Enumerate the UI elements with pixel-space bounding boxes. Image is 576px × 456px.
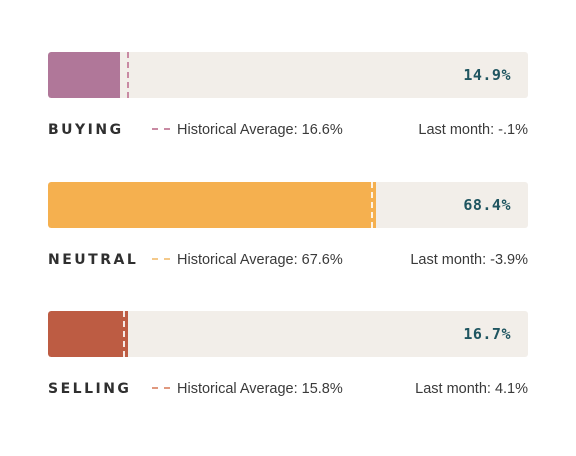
last-month-neutral: Last month: -3.9% (410, 252, 528, 268)
legend-avg-neutral: Historical Average: 67.6% (152, 250, 343, 270)
value-label-selling: 16.7% (463, 325, 511, 343)
avg-text-selling: Historical Average: 15.8% (177, 381, 343, 397)
bar-selling (48, 311, 129, 357)
avg-marker-buying (126, 52, 129, 98)
category-label-buying: BUYING (48, 122, 124, 138)
legend-dash-icon (152, 258, 170, 261)
legend-avg-selling: Historical Average: 15.8% (152, 379, 343, 399)
last-month-buying: Last month: -.1% (418, 122, 528, 138)
legend-dash-icon (152, 128, 170, 131)
bar-buying (48, 52, 120, 98)
row-buying: 14.9% BUYING Historical Average: 16.6% L… (48, 52, 528, 162)
bar-track: 16.7% (48, 311, 528, 357)
last-month-selling: Last month: 4.1% (415, 381, 528, 397)
legend-avg-buying: Historical Average: 16.6% (152, 120, 343, 140)
row-neutral: 68.4% NEUTRAL Historical Average: 67.6% … (48, 182, 528, 292)
bar-track: 14.9% (48, 52, 528, 98)
bar-track: 68.4% (48, 182, 528, 228)
value-label-neutral: 68.4% (463, 196, 511, 214)
avg-text-neutral: Historical Average: 67.6% (177, 252, 343, 268)
row-selling: 16.7% SELLING Historical Average: 15.8% … (48, 311, 528, 421)
legend-dash-icon (152, 387, 170, 390)
avg-text-buying: Historical Average: 16.6% (177, 122, 343, 138)
bar-neutral (48, 182, 377, 228)
category-label-neutral: NEUTRAL (48, 252, 139, 268)
category-label-selling: SELLING (48, 381, 132, 397)
avg-marker-neutral (371, 182, 374, 228)
avg-marker-selling (122, 311, 125, 357)
value-label-buying: 14.9% (463, 66, 511, 84)
